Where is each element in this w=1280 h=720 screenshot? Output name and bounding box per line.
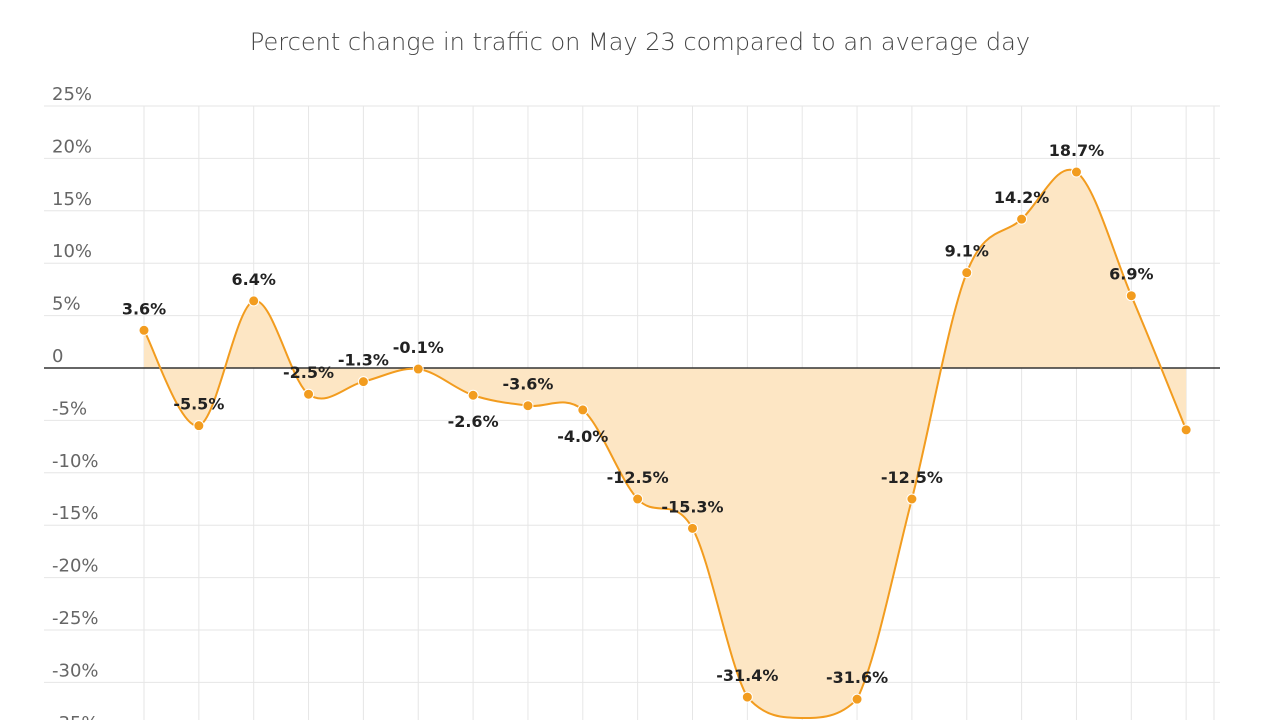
data-point — [1125, 290, 1137, 302]
y-tick-label: 10% — [52, 241, 92, 262]
data-label: 18.7% — [1049, 141, 1105, 160]
y-tick-label: -30% — [52, 660, 99, 681]
y-tick-label: -15% — [52, 503, 99, 524]
data-point — [632, 493, 644, 505]
data-point — [1180, 424, 1192, 436]
data-label: -3.6% — [502, 375, 553, 394]
data-point — [1070, 166, 1082, 178]
data-label: 3.6% — [122, 299, 166, 318]
data-label: -5.5% — [173, 395, 224, 414]
data-point — [851, 693, 863, 705]
data-label: 6.4% — [232, 270, 276, 289]
data-label: -0.1% — [393, 338, 444, 357]
data-point — [741, 691, 753, 703]
data-label: -12.5% — [607, 468, 669, 487]
data-label: -1.3% — [338, 351, 389, 370]
y-tick-label: -25% — [52, 608, 99, 629]
y-tick-label: 25% — [52, 84, 92, 105]
data-point — [577, 404, 589, 416]
data-point — [138, 324, 150, 336]
data-point — [961, 267, 973, 279]
data-point — [687, 522, 698, 534]
data-point — [248, 295, 260, 307]
data-label: -4.0% — [557, 427, 608, 446]
chart-subtitle: Percent change in traffic on May 23 comp… — [249, 28, 1031, 56]
y-tick-label: 15% — [52, 189, 92, 210]
data-label: 9.1% — [945, 242, 989, 261]
y-tick-label: 20% — [52, 136, 92, 157]
data-label: -12.5% — [881, 468, 943, 487]
data-point — [906, 493, 918, 505]
data-point — [1016, 213, 1028, 225]
data-point — [193, 420, 205, 432]
y-tick-label: 0 — [52, 346, 63, 367]
area-fill — [144, 169, 1187, 718]
data-label: -31.6% — [826, 668, 888, 687]
data-label: -2.6% — [448, 412, 499, 431]
data-point — [522, 400, 534, 412]
data-label: 14.2% — [994, 188, 1050, 207]
data-point — [303, 388, 315, 400]
y-tick-label: 5% — [52, 294, 81, 315]
y-tick-label: -10% — [52, 451, 99, 472]
data-point — [412, 363, 424, 375]
data-point — [467, 389, 479, 401]
y-tick-label: -35% — [52, 713, 99, 720]
data-label: 6.9% — [1109, 265, 1153, 284]
data-label: -15.3% — [661, 497, 723, 516]
data-label: -31.4% — [716, 666, 778, 685]
y-tick-label: -5% — [52, 398, 87, 419]
data-point — [357, 376, 369, 388]
data-label: -2.5% — [283, 363, 334, 382]
y-tick-label: -20% — [52, 556, 99, 577]
